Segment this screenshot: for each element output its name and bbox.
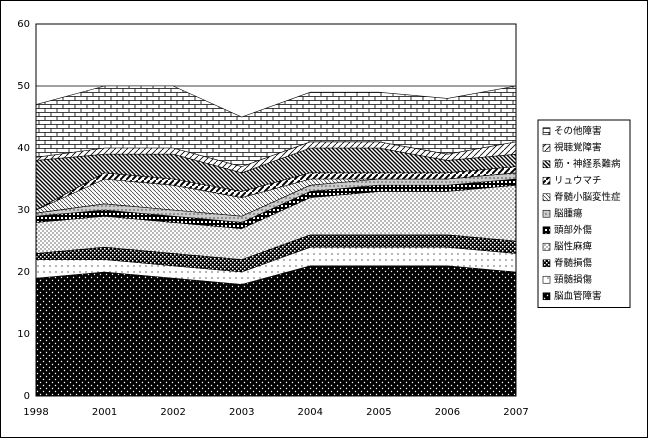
legend-label: 頭部外傷 (554, 224, 593, 236)
x-tick-label: 1998 (23, 407, 48, 418)
x-tick-label: 2006 (435, 407, 460, 418)
legend-swatch (542, 259, 551, 268)
y-tick-label: 10 (17, 329, 30, 340)
legend-label: 脊髄損傷 (554, 257, 593, 269)
legend-label: 視聴覚障害 (554, 141, 602, 153)
legend-label: 脊髄小脳変性症 (554, 191, 621, 203)
y-tick-label: 50 (17, 81, 30, 92)
x-tick-label: 2007 (503, 407, 528, 418)
legend-swatch (542, 226, 551, 235)
y-tick-label: 0 (24, 391, 30, 402)
x-tick-label: 2002 (160, 407, 185, 418)
legend-label: 頸髄損傷 (554, 273, 593, 285)
x-tick-label: 2005 (366, 407, 391, 418)
legend-label: 筋・神経系難病 (554, 158, 621, 170)
legend-label: 脳性麻痺 (554, 240, 593, 252)
x-tick-label: 2003 (229, 407, 254, 418)
y-tick-label: 30 (17, 205, 30, 216)
legend-swatch (542, 209, 551, 218)
x-tick-label: 2004 (298, 407, 323, 418)
legend-label: 脳血管障害 (554, 290, 602, 302)
area (35, 265, 517, 397)
legend-swatch (542, 193, 551, 202)
x-tick-label: 2001 (92, 407, 117, 418)
legend-swatch (542, 176, 551, 185)
legend-swatch (542, 127, 551, 136)
y-tick-label: 40 (17, 143, 30, 154)
plot-frame (35, 23, 517, 397)
legend-box (537, 119, 631, 308)
legend-swatch (542, 242, 551, 251)
legend-label: その他障害 (554, 125, 602, 137)
legend-swatch (542, 292, 551, 301)
legend-swatch (542, 160, 551, 169)
y-tick-label: 60 (17, 19, 30, 30)
legend-label: 脳腫瘍 (554, 207, 583, 219)
legend-label: リュウマチ (554, 175, 602, 186)
y-tick-label: 20 (17, 267, 30, 278)
legend-swatch (542, 275, 551, 284)
legend-swatch (542, 143, 551, 152)
